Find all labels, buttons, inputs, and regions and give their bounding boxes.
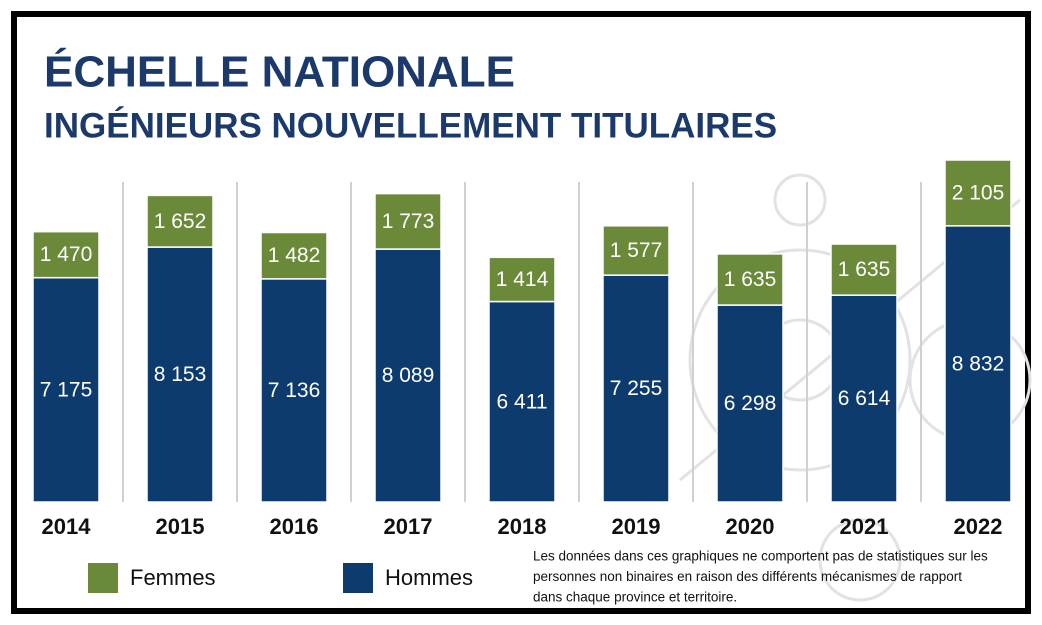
chart-title: ÉCHELLE NATIONALE <box>44 47 515 97</box>
x-tick-label: 2014 <box>42 514 92 539</box>
value-label: 1 414 <box>496 268 549 291</box>
x-tick-label: 2015 <box>156 514 205 539</box>
bar-segment <box>716 304 784 503</box>
x-tick-label: 2021 <box>840 514 889 539</box>
bar-segment <box>374 192 442 250</box>
x-tick-label: 2018 <box>498 514 547 539</box>
value-label: 7 136 <box>268 379 321 402</box>
value-label: 1 470 <box>40 243 93 266</box>
bar-segment <box>32 230 100 279</box>
value-label: 1 635 <box>838 258 891 281</box>
value-label: 6 411 <box>497 390 548 413</box>
x-tick-label: 2022 <box>954 514 1003 539</box>
bar-segment <box>260 231 328 280</box>
bar-segment <box>944 225 1012 503</box>
bar-segment <box>146 246 214 503</box>
value-label: 8 089 <box>382 364 435 387</box>
x-tick-label: 2016 <box>270 514 319 539</box>
value-label: 1 577 <box>610 239 663 262</box>
bar-segment <box>944 159 1012 227</box>
value-label: 1 482 <box>268 244 321 267</box>
x-tick-label: 2017 <box>384 514 433 539</box>
value-label: 1 635 <box>724 268 777 291</box>
x-tick-label: 2019 <box>612 514 661 539</box>
x-tick-label: 2020 <box>726 514 775 539</box>
bar-segment <box>716 253 784 306</box>
bar-segment <box>260 278 328 503</box>
bar-segment <box>32 276 100 503</box>
bar-segment <box>146 194 214 248</box>
legend-swatch <box>343 563 373 593</box>
value-label: 1 773 <box>382 210 435 233</box>
bar-segment <box>830 243 898 296</box>
value-label: 7 175 <box>40 378 93 401</box>
value-label: 6 614 <box>838 387 891 410</box>
note: Les données dans ces graphiques ne compo… <box>533 549 988 564</box>
value-label: 2 105 <box>952 181 1005 204</box>
bar-segment <box>602 225 670 276</box>
note: dans chaque province et territoire. <box>533 590 737 605</box>
value-label: 8 832 <box>952 352 1005 375</box>
value-label: 6 298 <box>724 392 777 415</box>
bar-segment <box>488 300 556 503</box>
legend-swatch <box>88 563 118 593</box>
value-label: 1 652 <box>154 210 207 233</box>
value-label: 7 255 <box>610 377 663 400</box>
value-label: 8 153 <box>154 363 207 386</box>
legend-label: Femmes <box>130 565 216 590</box>
note: personnes non binaires en raison des dif… <box>533 569 962 584</box>
legend-label: Hommes <box>385 565 473 590</box>
chart-subtitle: INGÉNIEURS NOUVELLEMENT TITULAIRES <box>44 105 777 145</box>
bar-segment <box>488 256 556 303</box>
